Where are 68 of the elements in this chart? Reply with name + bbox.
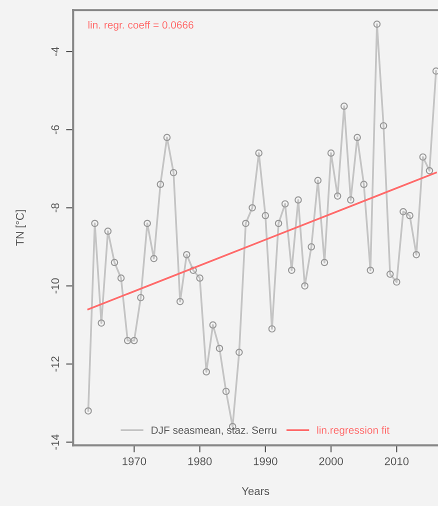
point — [117, 274, 125, 282]
point — [301, 282, 308, 290]
point — [110, 258, 118, 266]
point — [209, 321, 217, 329]
point — [202, 368, 210, 376]
point — [124, 336, 132, 344]
x-axis-title: Years — [242, 487, 270, 496]
point — [182, 250, 190, 258]
point — [386, 270, 394, 278]
point — [426, 166, 434, 174]
point — [176, 298, 184, 306]
point — [144, 220, 151, 228]
y-tick-label: -10 — [51, 278, 60, 294]
point — [373, 20, 381, 28]
point — [334, 192, 342, 200]
x-tick-label: 1980 — [188, 457, 212, 466]
point — [314, 176, 322, 184]
point — [400, 208, 407, 216]
point — [320, 258, 328, 266]
point — [104, 228, 112, 235]
point — [308, 243, 316, 251]
y-tick-label: -8 — [51, 203, 60, 212]
point — [91, 220, 98, 228]
legend-label: lin.regression fit — [317, 426, 390, 436]
point — [268, 325, 276, 333]
point — [156, 180, 164, 188]
point — [360, 180, 368, 188]
point — [366, 266, 374, 274]
point — [281, 200, 289, 208]
point — [347, 196, 354, 204]
point — [262, 212, 270, 220]
point — [406, 212, 414, 220]
point — [84, 407, 92, 415]
point — [288, 266, 296, 274]
point — [294, 196, 302, 204]
point — [392, 278, 400, 286]
point — [130, 336, 138, 344]
point — [419, 153, 427, 161]
point — [340, 102, 348, 110]
point — [248, 204, 256, 212]
point — [190, 266, 197, 274]
point — [163, 134, 171, 142]
point — [327, 149, 335, 157]
x-tick-label: 1990 — [254, 457, 278, 466]
point — [235, 348, 243, 356]
point — [196, 274, 204, 282]
point — [274, 220, 282, 228]
point — [216, 344, 224, 352]
y-tick-label: -14 — [51, 434, 60, 450]
point — [170, 168, 178, 176]
y-axis-title: TN [°C] — [16, 210, 26, 246]
point — [354, 134, 361, 142]
x-tick-label: 2000 — [319, 457, 343, 466]
annotation: lin. regr. coeff = 0.0666 — [88, 21, 194, 31]
point — [222, 388, 230, 396]
point — [242, 220, 250, 228]
y-tick-label: -4 — [51, 46, 60, 56]
y-tick-label: -12 — [51, 356, 60, 372]
legend-label: DJF seasmean, staz. Serru — [152, 426, 276, 436]
y-tick-label: -6 — [51, 125, 60, 134]
point — [137, 294, 144, 302]
x-tick-label: 2010 — [384, 457, 409, 466]
point — [380, 122, 388, 130]
point — [150, 254, 158, 262]
point — [255, 149, 263, 157]
point — [412, 250, 420, 258]
x-tick-label: 1970 — [122, 457, 146, 466]
point — [98, 319, 106, 327]
